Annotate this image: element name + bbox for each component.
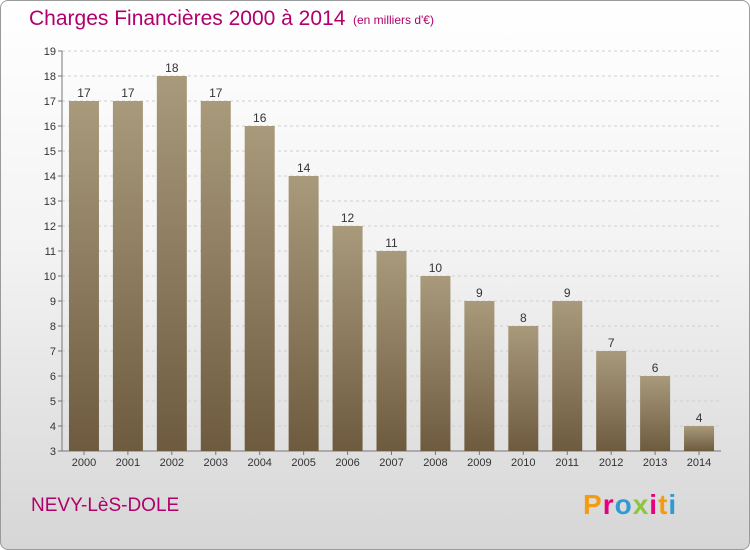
x-tick-label-2011: 2011 [555, 457, 579, 469]
y-tick-label: 13 [44, 196, 56, 208]
bar-2007 [376, 251, 407, 451]
data-label-2006: 12 [341, 211, 355, 225]
x-tick-label-2002: 2002 [160, 457, 184, 469]
logo-letter: i [668, 489, 678, 520]
logo-letter: o [614, 489, 633, 520]
data-label-2008: 10 [429, 261, 443, 275]
logo-letter: P [583, 489, 603, 520]
y-tick-label: 8 [50, 321, 56, 333]
data-label-2003: 17 [209, 86, 223, 100]
y-tick-label: 17 [44, 96, 56, 108]
bar-2002 [156, 76, 187, 451]
y-tick-label: 16 [44, 121, 56, 133]
bar-2012 [596, 351, 627, 451]
bar-2008 [420, 276, 451, 451]
x-tick-label-2003: 2003 [204, 457, 228, 469]
commune-name: NEVY-LèS-DOLE [31, 495, 180, 516]
logo-letter: r [602, 489, 615, 520]
data-label-2013: 6 [652, 361, 659, 375]
x-tick-label-2009: 2009 [467, 457, 491, 469]
y-tick-label: 14 [44, 171, 56, 183]
data-label-2009: 9 [476, 286, 483, 300]
x-tick-label-2000: 2000 [72, 457, 96, 469]
y-tick-label: 3 [50, 446, 56, 458]
data-label-2005: 14 [297, 161, 311, 175]
y-tick-label: 11 [45, 246, 56, 258]
bar-2006 [332, 226, 363, 451]
y-tick-label: 19 [44, 46, 56, 58]
chart-title: Charges Financières 2000 à 2014 [29, 7, 346, 30]
bar-2009 [464, 301, 495, 451]
y-tick-label: 6 [50, 371, 56, 383]
x-tick-label-2004: 2004 [247, 457, 271, 469]
bar-2011 [552, 301, 583, 451]
x-tick-label-2007: 2007 [379, 457, 403, 469]
x-tick-label-2014: 2014 [687, 457, 711, 469]
bar-2001 [112, 101, 143, 451]
x-tick-label-2008: 2008 [423, 457, 447, 469]
bar-2005 [288, 176, 319, 451]
logo-letter: x [632, 489, 650, 520]
data-label-2014: 4 [696, 411, 703, 425]
y-tick-label: 5 [50, 396, 56, 408]
proxiti-logo: Proxiti [583, 489, 677, 521]
logo-letter: t [658, 489, 669, 520]
data-label-2000: 17 [77, 86, 91, 100]
x-tick-label-2013: 2013 [643, 457, 667, 469]
data-label-2004: 16 [253, 111, 267, 125]
chart-subtitle: (en milliers d'€) [353, 13, 434, 27]
bar-2000 [68, 101, 99, 451]
y-tick-label: 10 [44, 271, 56, 283]
bar-2004 [244, 126, 275, 451]
y-tick-label: 9 [50, 296, 56, 308]
x-tick-label-2006: 2006 [335, 457, 359, 469]
data-label-2001: 17 [121, 86, 135, 100]
bar-2014 [684, 426, 715, 451]
x-tick-label-2012: 2012 [599, 457, 623, 469]
y-tick-label: 15 [44, 146, 56, 158]
data-label-2010: 8 [520, 311, 527, 325]
logo-letter: i [649, 489, 659, 520]
bar-2013 [640, 376, 671, 451]
x-tick-label-2005: 2005 [291, 457, 315, 469]
data-label-2012: 7 [608, 336, 615, 350]
y-tick-label: 4 [50, 421, 56, 433]
bar-2010 [508, 326, 539, 451]
x-tick-label-2001: 2001 [116, 457, 140, 469]
bar-2003 [200, 101, 231, 451]
data-label-2007: 11 [385, 236, 398, 250]
x-tick-label-2010: 2010 [511, 457, 535, 469]
y-tick-label: 7 [50, 346, 56, 358]
y-tick-label: 12 [44, 221, 56, 233]
data-label-2011: 9 [564, 286, 571, 300]
data-label-2002: 18 [165, 61, 179, 75]
y-tick-label: 18 [44, 71, 56, 83]
